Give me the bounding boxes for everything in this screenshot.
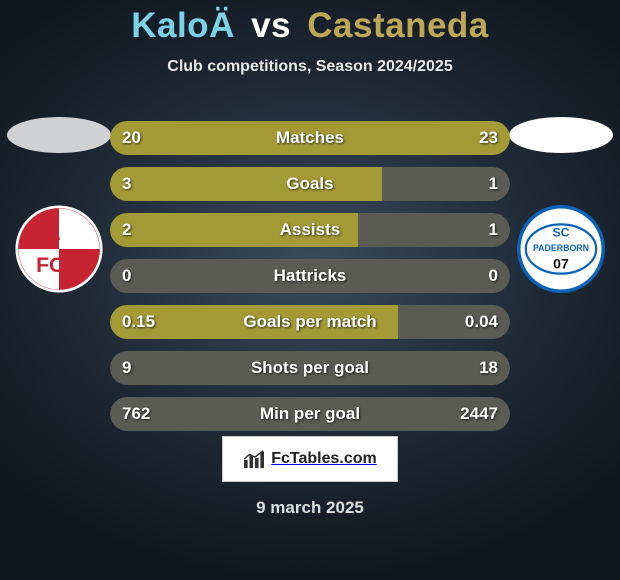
stat-label: Shots per goal bbox=[110, 351, 510, 385]
stat-label: Goals per match bbox=[110, 305, 510, 339]
stat-value-right: 18 bbox=[479, 351, 498, 385]
stat-value-right: 1 bbox=[489, 213, 498, 247]
svg-text:1.: 1. bbox=[45, 223, 61, 245]
stat-row: 3Goals1 bbox=[110, 167, 510, 201]
stat-row: 20Matches23 bbox=[110, 121, 510, 155]
player2-column: SC PADERBORN 07 bbox=[506, 115, 616, 293]
fck-logo-icon: 1. FCK bbox=[15, 205, 103, 293]
stat-value-right: 0.04 bbox=[465, 305, 498, 339]
player1-head-placeholder bbox=[7, 117, 111, 153]
paderborn-logo-icon: SC PADERBORN 07 bbox=[517, 205, 605, 293]
fctables-link[interactable]: FcTables.com bbox=[222, 436, 398, 482]
page-title: KaloÄ vs Castaneda bbox=[0, 0, 620, 46]
club-logo-right: SC PADERBORN 07 bbox=[517, 205, 605, 293]
chart-icon bbox=[243, 449, 265, 469]
svg-text:FCK: FCK bbox=[36, 254, 80, 277]
svg-text:07: 07 bbox=[553, 255, 569, 271]
stat-label: Hattricks bbox=[110, 259, 510, 293]
date-label: 9 march 2025 bbox=[0, 498, 620, 518]
stat-label: Assists bbox=[110, 213, 510, 247]
stat-value-right: 0 bbox=[489, 259, 498, 293]
stat-value-right: 2447 bbox=[460, 397, 498, 431]
club-logo-left: 1. FCK bbox=[15, 205, 103, 293]
stat-value-right: 23 bbox=[479, 121, 498, 155]
player2-head-placeholder bbox=[509, 117, 613, 153]
comparison-card: KaloÄ vs Castaneda Club competitions, Se… bbox=[0, 0, 620, 580]
stat-row: 0.15Goals per match0.04 bbox=[110, 305, 510, 339]
subtitle: Club competitions, Season 2024/2025 bbox=[0, 58, 620, 76]
comparison-stage: 1. FCK SC PADERBORN 07 20Matches23 3Goals… bbox=[0, 115, 620, 445]
stat-row: 762Min per goal2447 bbox=[110, 397, 510, 431]
stat-row: 2Assists1 bbox=[110, 213, 510, 247]
stat-value-right: 1 bbox=[489, 167, 498, 201]
stat-label: Goals bbox=[110, 167, 510, 201]
stats-bars: 20Matches23 3Goals1 2Assists1 0Hattricks0 0.… bbox=[110, 121, 510, 443]
stat-label: Matches bbox=[110, 121, 510, 155]
stat-row: 0Hattricks0 bbox=[110, 259, 510, 293]
svg-text:PADERBORN: PADERBORN bbox=[533, 243, 589, 253]
stat-row: 9Shots per goal18 bbox=[110, 351, 510, 385]
vs-label: vs bbox=[251, 6, 291, 45]
player1-name: KaloÄ bbox=[131, 6, 235, 45]
player2-name: Castaneda bbox=[307, 6, 489, 45]
stat-label: Min per goal bbox=[110, 397, 510, 431]
player1-column: 1. FCK bbox=[4, 115, 114, 293]
fctables-label: FcTables.com bbox=[271, 450, 377, 468]
svg-text:SC: SC bbox=[552, 226, 569, 240]
